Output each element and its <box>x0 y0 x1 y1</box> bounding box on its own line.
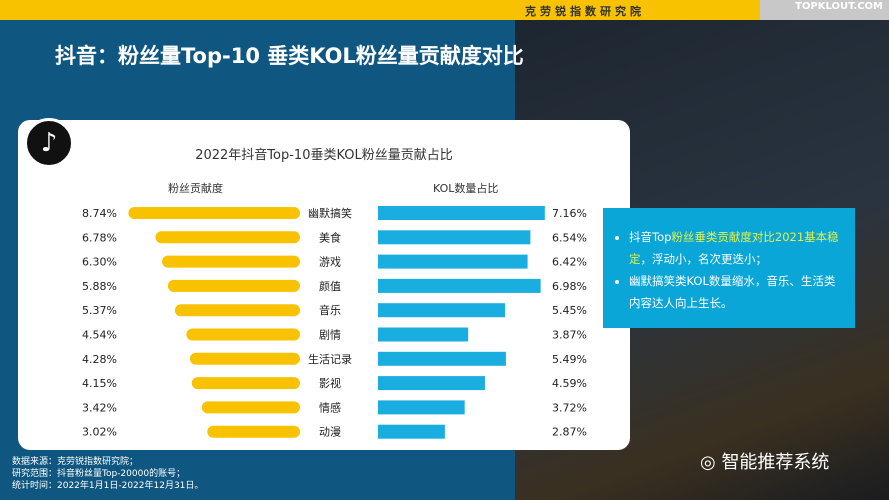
fans-label: 4.15% <box>82 377 117 390</box>
top-bar: 克劳锐指数研究院 <box>0 0 889 20</box>
kol-bar <box>378 303 505 318</box>
kol-bar <box>378 376 485 391</box>
fans-label: 8.74% <box>82 207 117 220</box>
category-label: 影视 <box>319 376 341 390</box>
chart-card: 2022年抖音Top-10垂类KOL粉丝量贡献占比 粉丝贡献度 KOL数量占比 … <box>18 120 630 450</box>
brand-label: TOPKLOUT.COM <box>760 0 889 20</box>
category-label: 动漫 <box>319 425 341 439</box>
category-label: 情感 <box>319 401 341 414</box>
fans-label: 3.02% <box>82 426 117 439</box>
category-label: 美食 <box>319 230 341 244</box>
category-label: 生活记录 <box>308 352 352 366</box>
page-title: 抖音：粉丝量Top-10 垂类KOL粉丝量贡献度对比 <box>55 44 524 68</box>
fans-bar <box>189 352 300 365</box>
footnote: 数据来源：克劳锐指数研究院； 研究范围：抖音粉丝量Top-20000的账号； 统计时… <box>12 457 204 491</box>
kol-label: 7.16% <box>552 207 587 220</box>
kol-label: 6.98% <box>552 280 587 293</box>
category-label: 音乐 <box>319 303 341 317</box>
fans-bar <box>128 207 300 219</box>
fans-label: 5.88% <box>82 280 117 293</box>
kol-bar <box>378 206 545 220</box>
category-label: 剧情 <box>319 329 341 342</box>
wechat-icon: ◎ <box>700 452 722 473</box>
fans-bar <box>167 279 300 292</box>
fans-bar <box>155 231 300 244</box>
insight-2: 幽默搞笑类KOL数量缩水，音乐、生活类内容达人向上生长。 <box>629 270 845 314</box>
legend-kol: KOL数量占比 <box>433 182 499 195</box>
kol-label: 6.42% <box>552 256 587 269</box>
category-label: 游戏 <box>319 256 341 269</box>
kol-label: 5.49% <box>552 353 587 366</box>
fans-bar <box>207 425 300 438</box>
chart-title: 2022年抖音Top-10垂类KOL粉丝量贡献占比 <box>195 148 453 163</box>
kol-label: 2.87% <box>552 426 587 439</box>
fans-bar <box>162 255 300 268</box>
kol-bar <box>378 400 465 415</box>
kol-label: 3.72% <box>552 401 587 414</box>
fans-bar <box>174 304 300 317</box>
wechat-label: ◎ 智能推荐系统 <box>700 452 830 473</box>
tiktok-logo-icon: ♪ <box>24 118 74 168</box>
fans-label: 5.37% <box>82 304 117 317</box>
kol-bar <box>378 230 531 245</box>
kol-bar <box>378 327 469 342</box>
kol-label: 4.59% <box>552 377 587 390</box>
fans-bar <box>186 328 300 341</box>
kol-bar <box>378 424 445 439</box>
fans-label: 6.78% <box>82 231 117 244</box>
fans-label: 6.30% <box>82 256 117 269</box>
kol-label: 3.87% <box>552 329 587 342</box>
fans-bar <box>201 401 300 414</box>
org-name: 克劳锐指数研究院 <box>525 5 645 18</box>
kol-bar <box>378 278 541 293</box>
kol-label: 6.54% <box>552 231 587 244</box>
fans-label: 3.42% <box>82 401 117 414</box>
legend-fans: 粉丝贡献度 <box>168 182 223 195</box>
category-label: 颜值 <box>319 280 341 293</box>
kol-bar <box>378 254 528 269</box>
kol-label: 5.45% <box>552 304 587 317</box>
fans-bar <box>191 377 300 390</box>
kol-bar <box>378 351 506 366</box>
fans-label: 4.28% <box>82 353 117 366</box>
bar-chart: 8.74% 幽默搞笑 7.16% 6.78% 美食 6.54% 6.30% 游戏 6.42% 5.… <box>82 206 587 439</box>
fans-label: 4.54% <box>82 329 117 342</box>
insight-box: 抖音Top粉丝垂类贡献度对比2021基本稳定，浮动小，名次更迭小； 幽默搞笑类K… <box>603 208 855 328</box>
insight-1: 抖音Top粉丝垂类贡献度对比2021基本稳定，浮动小，名次更迭小； <box>629 226 845 270</box>
category-label: 幽默搞笑 <box>308 206 352 220</box>
